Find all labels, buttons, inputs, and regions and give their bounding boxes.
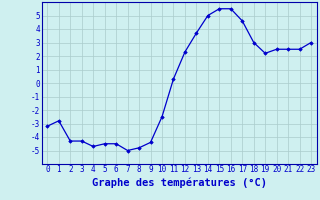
X-axis label: Graphe des températures (°C): Graphe des températures (°C) xyxy=(92,177,267,188)
